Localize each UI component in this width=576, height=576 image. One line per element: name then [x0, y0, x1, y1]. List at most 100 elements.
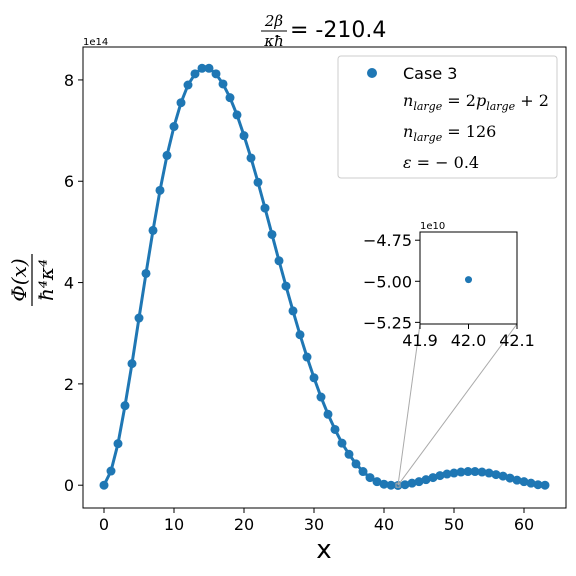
plot-area: 0 10 20 30 40 50 60 0 2 4 6 8: [64, 46, 567, 534]
inset-data-point: [465, 276, 472, 284]
data-point: [372, 477, 382, 487]
data-point: [211, 69, 221, 79]
data-point: [505, 473, 515, 483]
data-point: [232, 110, 242, 120]
data-point: [316, 392, 326, 402]
title-value: = -210.4: [290, 18, 386, 43]
data-point: [155, 185, 165, 195]
data-point: [197, 63, 207, 73]
legend: Case 3 nlarge = 2plarge + 2 nlarge = 126…: [337, 55, 558, 179]
data-point: [463, 467, 473, 477]
data-point: [386, 480, 396, 490]
y-tick-label: 0: [64, 476, 74, 495]
legend-marker: [367, 68, 377, 78]
x-tick-label: 20: [234, 515, 254, 534]
legend-line-2: nlarge = 126: [403, 122, 496, 144]
x-axis-label: x: [316, 535, 331, 565]
x-tick-label: 60: [514, 515, 534, 534]
legend-line-3: ε = − 0.4: [403, 153, 479, 172]
data-point: [127, 359, 137, 369]
title-fraction-denominator: κħ: [263, 32, 284, 50]
data-point: [484, 468, 494, 478]
data-point: [407, 478, 417, 488]
data-point: [365, 473, 375, 483]
data-point: [540, 480, 550, 490]
inset-y-offset-label: 1e10: [420, 221, 445, 232]
data-point: [428, 473, 438, 483]
data-point: [435, 471, 445, 481]
data-point: [281, 281, 291, 291]
data-point: [148, 225, 158, 235]
data-point: [190, 69, 200, 79]
y-tick-label: 4: [64, 274, 74, 293]
x-tick-label: 0: [99, 515, 109, 534]
data-point: [218, 79, 228, 89]
data-point: [442, 469, 452, 479]
data-point: [323, 409, 333, 419]
data-point: [113, 439, 123, 449]
inset-plot: 41.9 42.0 42.1 −4.75 −5.00 −5.25 1e10: [363, 221, 535, 488]
zoom-connector-line: [397, 323, 518, 486]
data-point: [239, 131, 249, 141]
data-point: [400, 480, 410, 490]
legend-line-1: nlarge = 2plarge + 2: [403, 91, 549, 113]
data-point: [344, 449, 354, 459]
inset-y-tick-label: −4.75: [363, 231, 412, 250]
data-point: [498, 471, 508, 481]
y-axis-label: Φ(x) ħ⁴κ⁴: [7, 254, 58, 306]
y-offset-label: 1e14: [83, 37, 108, 48]
data-point: [295, 330, 305, 340]
inset-x-tick-label: 41.9: [402, 331, 438, 350]
data-point: [176, 98, 186, 108]
data-point: [421, 475, 431, 485]
legend-box: [337, 55, 558, 179]
data-point: [204, 63, 214, 73]
plot-frame: [82, 46, 567, 509]
data-point: [330, 424, 340, 434]
data-point: [183, 80, 193, 90]
zoom-region-marker: [395, 482, 401, 488]
inset-x-tick-label: 42.0: [451, 331, 487, 350]
title-fraction-numerator: 2β: [264, 12, 284, 30]
x-tick-label: 40: [374, 515, 394, 534]
data-point: [106, 466, 116, 476]
data-point: [379, 479, 389, 489]
data-point: [337, 438, 347, 448]
y-label-denominator: ħ⁴κ⁴: [34, 259, 58, 301]
data-point: [526, 478, 536, 488]
chart-title: 2β κħ = -210.4: [261, 12, 386, 50]
data-point: [253, 177, 263, 187]
data-point: [477, 467, 487, 477]
data-point: [351, 459, 361, 469]
data-point: [267, 229, 277, 239]
data-point: [120, 401, 130, 411]
data-point: [288, 306, 298, 316]
data-point: [309, 373, 319, 383]
data-point: [162, 150, 172, 160]
y-tick-label: 8: [64, 71, 74, 90]
data-point: [302, 352, 312, 362]
data-point: [260, 203, 270, 213]
data-point: [519, 477, 529, 487]
data-point: [99, 480, 109, 490]
y-tick-label: 2: [64, 375, 74, 394]
data-point: [512, 475, 522, 485]
data-point: [414, 477, 424, 487]
data-point: [470, 467, 480, 477]
legend-label-case: Case 3: [403, 64, 457, 83]
data-point: [533, 480, 543, 490]
data-point: [169, 122, 179, 132]
data-point: [491, 470, 501, 480]
y-label-numerator: Φ(x): [7, 258, 31, 301]
y-tick-label: 6: [64, 172, 74, 191]
x-tick-label: 30: [304, 515, 324, 534]
data-point: [134, 313, 144, 323]
data-point: [274, 256, 284, 266]
data-point: [358, 467, 368, 477]
inset-y-tick-label: −5.25: [363, 313, 412, 332]
x-tick-label: 10: [164, 515, 184, 534]
inset-x-tick-label: 42.1: [499, 331, 535, 350]
zoom-connector-line: [397, 323, 421, 486]
data-point: [225, 93, 235, 103]
